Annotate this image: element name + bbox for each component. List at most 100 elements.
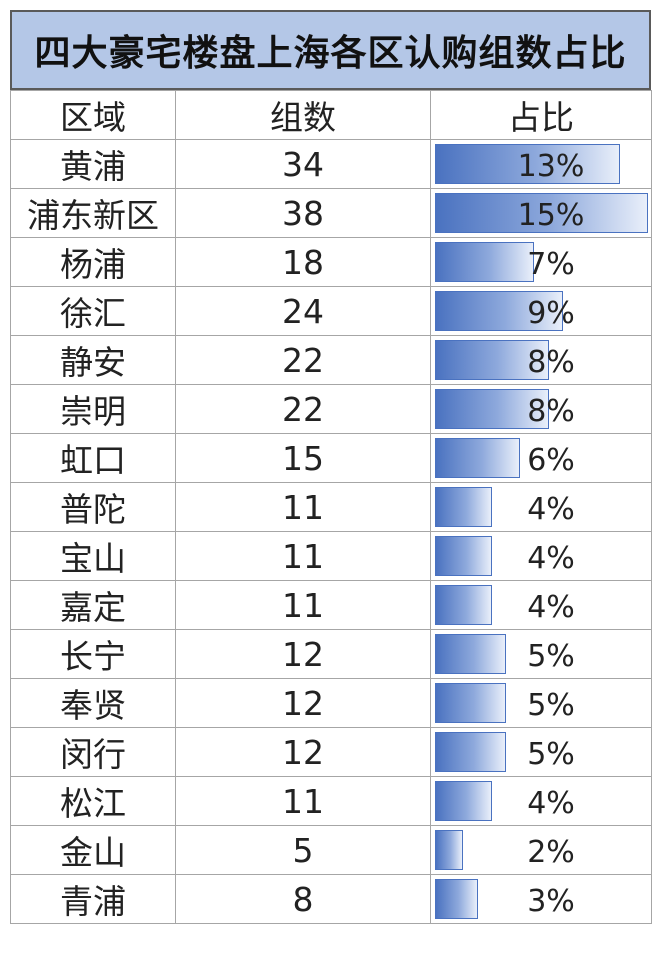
share-data-bar — [435, 585, 492, 625]
share-data-bar — [435, 781, 492, 821]
share-cell[interactable]: 8% — [430, 335, 652, 385]
share-value: 3% — [527, 883, 575, 919]
count-cell[interactable]: 18 — [175, 237, 431, 287]
share-cell[interactable]: 5% — [430, 678, 652, 728]
share-value: 8% — [527, 393, 575, 429]
share-value: 9% — [527, 295, 575, 331]
share-cell[interactable]: 5% — [430, 629, 652, 679]
share-value: 4% — [527, 589, 575, 625]
share-data-bar — [435, 438, 520, 478]
count-cell[interactable]: 12 — [175, 629, 431, 679]
header-count[interactable]: 组数 — [175, 90, 431, 140]
district-cell[interactable]: 金山 — [10, 825, 176, 875]
district-table: 区域 组数 占比 黄浦 34 13% 浦东新区 38 15% 杨浦 18 7% 徐汇 24 9% 静安 2… — [10, 90, 652, 924]
table-row: 嘉定 11 4% — [10, 580, 652, 630]
share-value: 7% — [527, 246, 575, 282]
share-cell[interactable]: 4% — [430, 482, 652, 532]
header-share[interactable]: 占比 — [430, 90, 652, 140]
share-cell[interactable]: 6% — [430, 433, 652, 483]
table-row: 徐汇 24 9% — [10, 286, 652, 336]
share-data-bar — [435, 242, 534, 282]
share-cell[interactable]: 4% — [430, 531, 652, 581]
district-cell[interactable]: 嘉定 — [10, 580, 176, 630]
share-value: 8% — [527, 344, 575, 380]
share-value: 4% — [527, 785, 575, 821]
table-row: 静安 22 8% — [10, 335, 652, 385]
share-data-bar — [435, 634, 506, 674]
count-cell[interactable]: 11 — [175, 531, 431, 581]
district-cell[interactable]: 宝山 — [10, 531, 176, 581]
share-data-bar — [435, 487, 492, 527]
share-data-bar — [435, 193, 648, 233]
table-row: 宝山 11 4% — [10, 531, 652, 581]
district-cell[interactable]: 黄浦 — [10, 139, 176, 189]
share-cell[interactable]: 15% — [430, 188, 652, 238]
district-cell[interactable]: 普陀 — [10, 482, 176, 532]
table-row: 长宁 12 5% — [10, 629, 652, 679]
count-cell[interactable]: 11 — [175, 482, 431, 532]
district-cell[interactable]: 崇明 — [10, 384, 176, 434]
share-data-bar — [435, 879, 478, 919]
count-cell[interactable]: 11 — [175, 776, 431, 826]
district-cell[interactable]: 长宁 — [10, 629, 176, 679]
table-row: 杨浦 18 7% — [10, 237, 652, 287]
share-cell[interactable]: 13% — [430, 139, 652, 189]
table-row: 崇明 22 8% — [10, 384, 652, 434]
share-data-bar — [435, 830, 463, 870]
share-cell[interactable]: 8% — [430, 384, 652, 434]
share-cell[interactable]: 7% — [430, 237, 652, 287]
table-row: 虹口 15 6% — [10, 433, 652, 483]
count-cell[interactable]: 15 — [175, 433, 431, 483]
share-data-bar — [435, 683, 506, 723]
table-title: 四大豪宅楼盘上海各区认购组数占比 — [34, 33, 627, 74]
share-data-bar — [435, 291, 563, 331]
share-value: 4% — [527, 540, 575, 576]
count-cell[interactable]: 22 — [175, 335, 431, 385]
count-cell[interactable]: 38 — [175, 188, 431, 238]
count-cell[interactable]: 24 — [175, 286, 431, 336]
header-district[interactable]: 区域 — [10, 90, 176, 140]
count-cell[interactable]: 12 — [175, 727, 431, 777]
share-value: 4% — [527, 491, 575, 527]
share-data-bar — [435, 340, 549, 380]
table-row: 青浦 8 3% — [10, 874, 652, 924]
district-cell[interactable]: 静安 — [10, 335, 176, 385]
share-cell[interactable]: 4% — [430, 776, 652, 826]
share-value: 5% — [527, 736, 575, 772]
district-cell[interactable]: 青浦 — [10, 874, 176, 924]
count-cell[interactable]: 34 — [175, 139, 431, 189]
share-cell[interactable]: 2% — [430, 825, 652, 875]
header-row: 区域 组数 占比 — [10, 90, 652, 140]
table-row: 金山 5 2% — [10, 825, 652, 875]
count-cell[interactable]: 12 — [175, 678, 431, 728]
share-data-bar — [435, 536, 492, 576]
district-cell[interactable]: 奉贤 — [10, 678, 176, 728]
district-cell[interactable]: 徐汇 — [10, 286, 176, 336]
table-row: 松江 11 4% — [10, 776, 652, 826]
spreadsheet: 四大豪宅楼盘上海各区认购组数占比 区域 组数 占比 黄浦 34 13% 浦东新区 38 1… — [10, 10, 652, 924]
table-row: 奉贤 12 5% — [10, 678, 652, 728]
district-cell[interactable]: 松江 — [10, 776, 176, 826]
table-row: 普陀 11 4% — [10, 482, 652, 532]
district-cell[interactable]: 闵行 — [10, 727, 176, 777]
share-data-bar — [435, 389, 549, 429]
count-cell[interactable]: 8 — [175, 874, 431, 924]
count-cell[interactable]: 22 — [175, 384, 431, 434]
table-row: 闵行 12 5% — [10, 727, 652, 777]
share-cell[interactable]: 9% — [430, 286, 652, 336]
table-title-cell[interactable]: 四大豪宅楼盘上海各区认购组数占比 — [10, 10, 651, 90]
share-value: 5% — [527, 687, 575, 723]
share-cell[interactable]: 3% — [430, 874, 652, 924]
share-value: 15% — [517, 197, 585, 233]
count-cell[interactable]: 11 — [175, 580, 431, 630]
share-cell[interactable]: 5% — [430, 727, 652, 777]
district-cell[interactable]: 虹口 — [10, 433, 176, 483]
share-value: 6% — [527, 442, 575, 478]
share-cell[interactable]: 4% — [430, 580, 652, 630]
count-cell[interactable]: 5 — [175, 825, 431, 875]
district-cell[interactable]: 浦东新区 — [10, 188, 176, 238]
share-data-bar — [435, 732, 506, 772]
district-cell[interactable]: 杨浦 — [10, 237, 176, 287]
share-value: 5% — [527, 638, 575, 674]
table-row: 浦东新区 38 15% — [10, 188, 652, 238]
